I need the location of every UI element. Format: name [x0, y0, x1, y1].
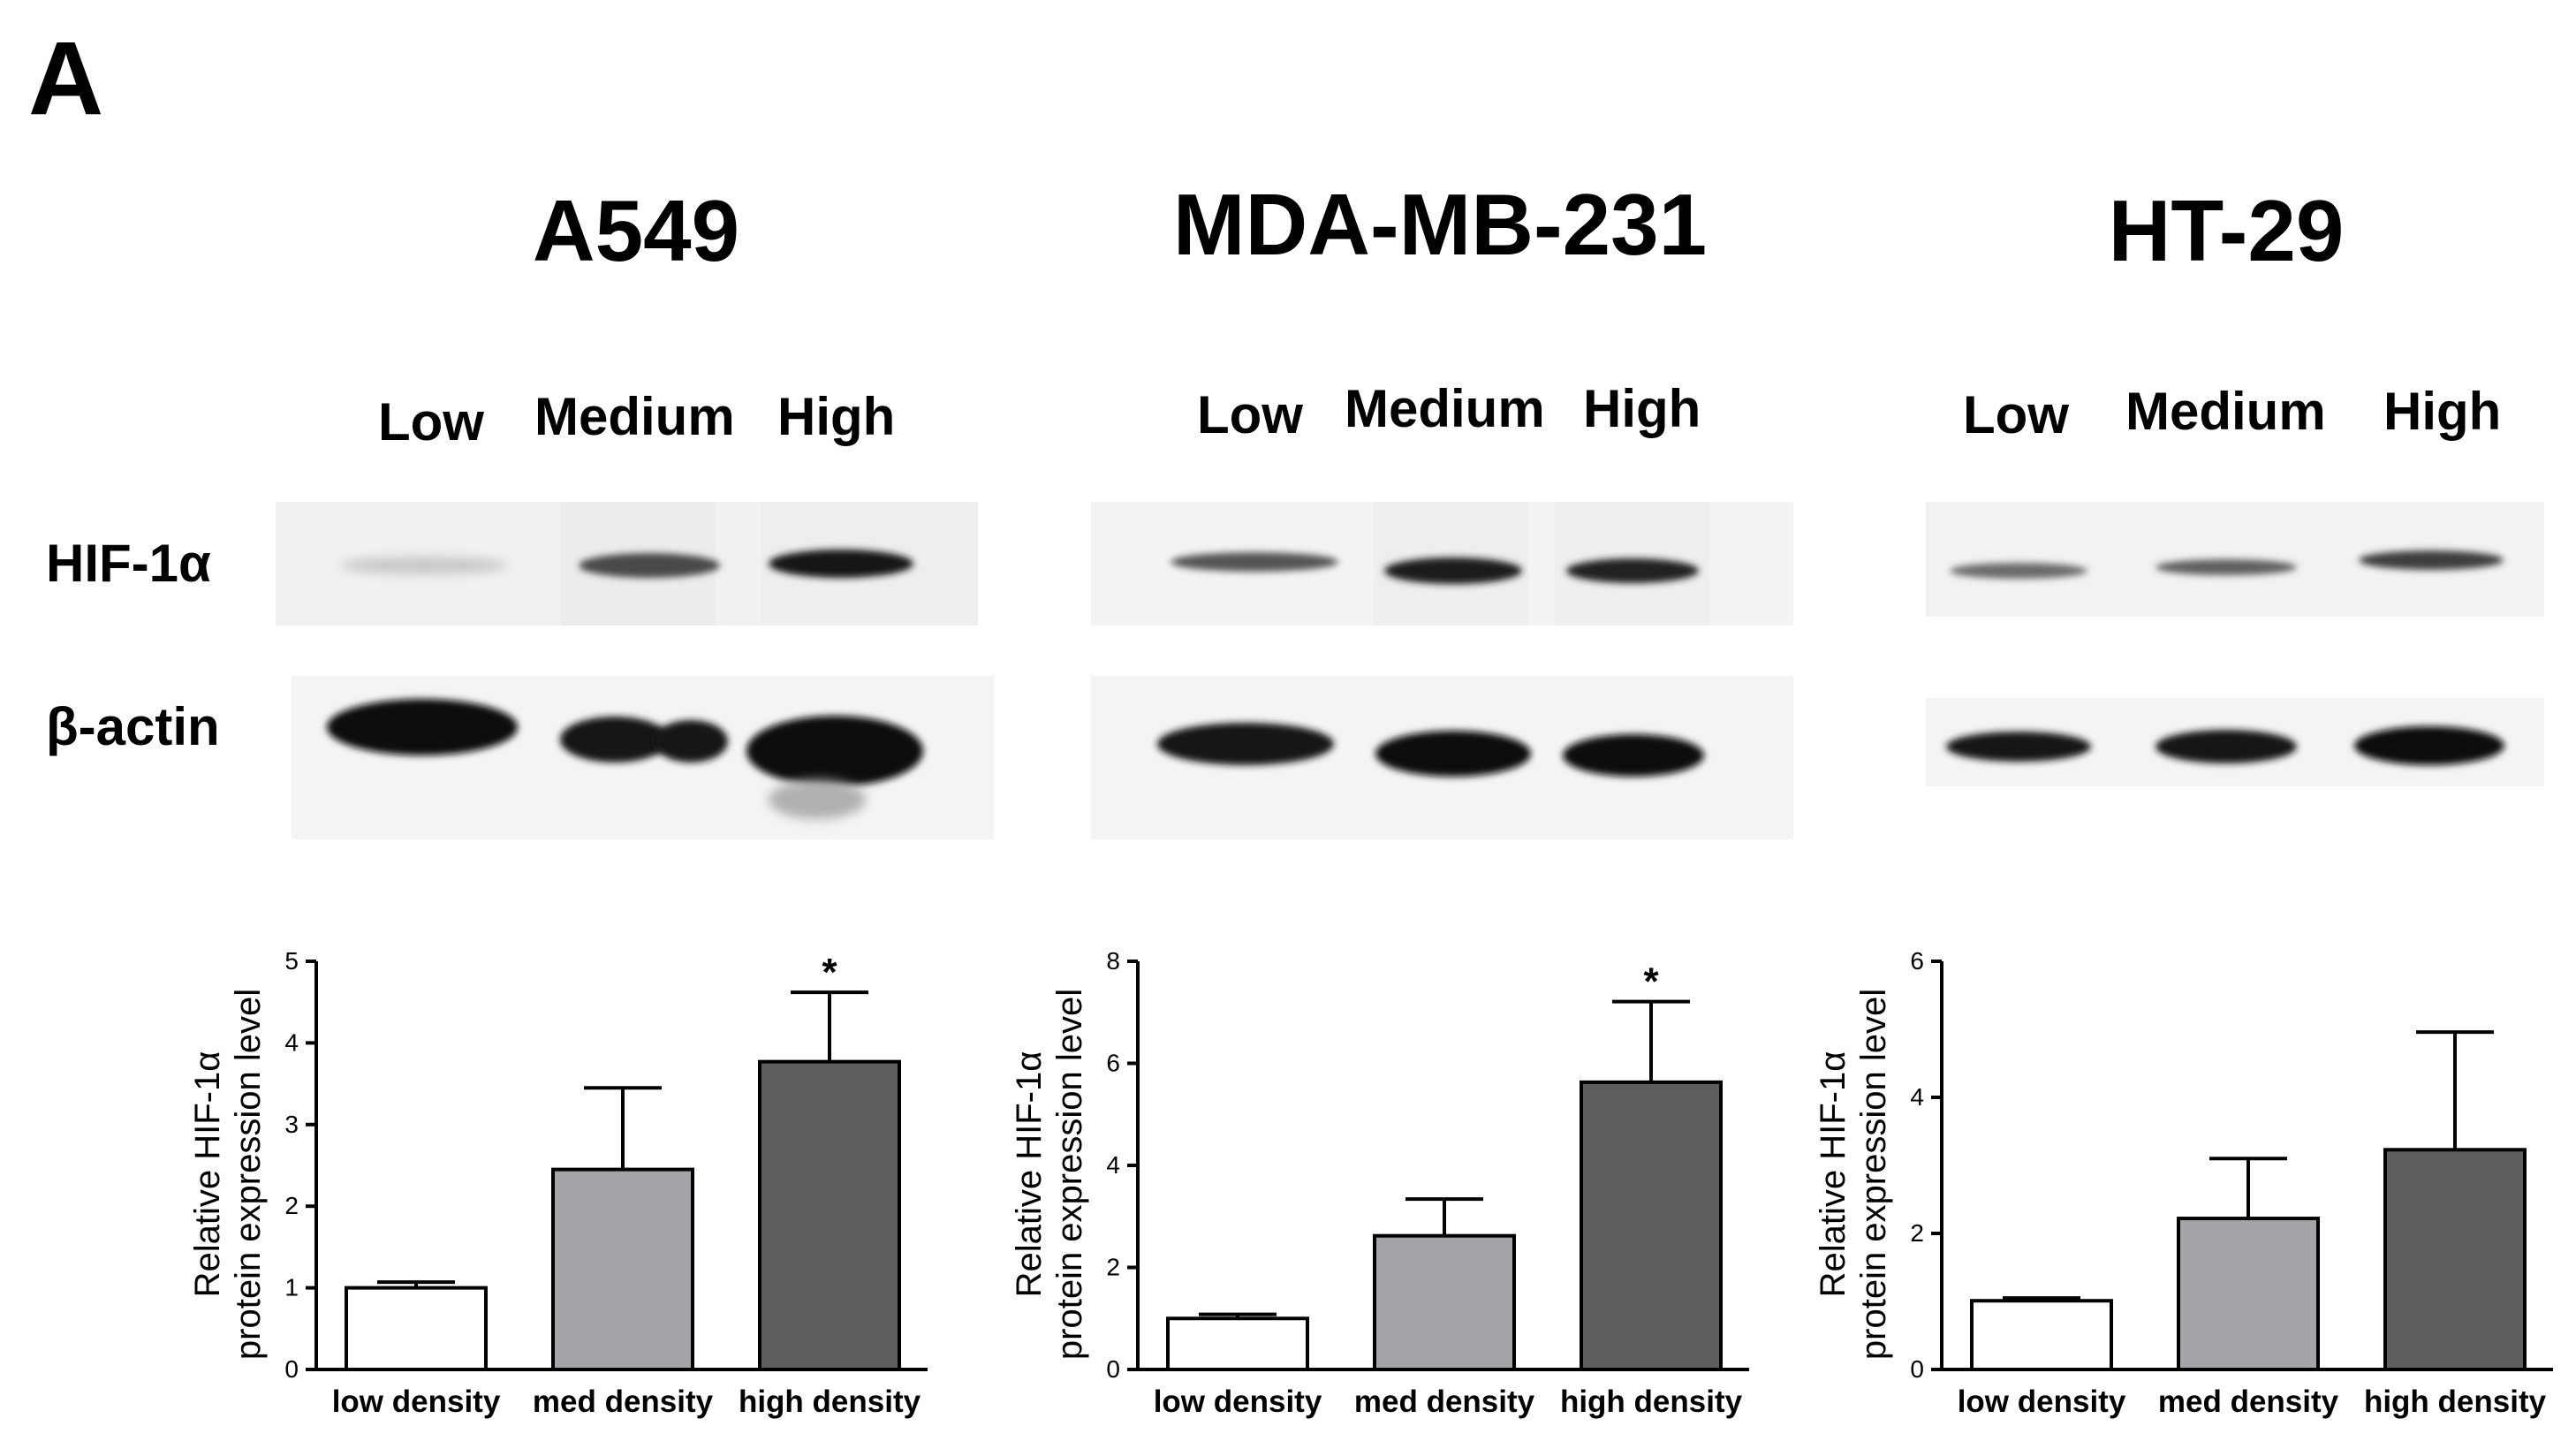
bar-chart-a549: 0 1 2 3 4 5 Relative HIF-1α protein expression … — [188, 947, 928, 1419]
blot-band — [327, 699, 518, 755]
y-axis-label: Relative HIF-1α — [1010, 1051, 1049, 1298]
y-axis-label: Relative HIF-1α — [188, 1051, 227, 1298]
lane-label-high: High — [2383, 382, 2502, 441]
blot-band — [579, 553, 720, 578]
bar — [1373, 1233, 1516, 1371]
cell-title-a549: A549 — [532, 182, 740, 279]
x-tick-label: med density — [533, 1385, 714, 1419]
bar-chart-ht-29: 0 2 4 6 Relative HIF-1α protein expression le… — [1814, 947, 2553, 1419]
blot-band — [1566, 558, 1699, 583]
blot-band — [1384, 558, 1522, 584]
blot-band — [746, 716, 923, 786]
row-label-beta-actin: β-actin — [46, 697, 220, 756]
bar — [758, 1059, 901, 1371]
row-label-hif1a: HIF-1α — [46, 534, 211, 593]
y-tick-label: 1 — [284, 1274, 299, 1301]
x-tick-label: med density — [1354, 1385, 1535, 1419]
blot-band — [2354, 726, 2504, 765]
bar — [1166, 1316, 1309, 1371]
y-axis-label: Relative HIF-1α — [1814, 1051, 1852, 1298]
y-tick-label: 4 — [284, 1028, 299, 1056]
blot-band — [1950, 563, 2087, 579]
x-tick-label: low density — [1154, 1385, 1322, 1419]
y-tick-label: 2 — [1106, 1254, 1120, 1281]
blot-band — [654, 720, 728, 762]
lane-label-medium: Medium — [1345, 379, 1545, 438]
lane-label-low: Low — [1197, 385, 1303, 444]
y-tick-label: 3 — [284, 1111, 299, 1138]
bar — [2177, 1217, 2320, 1371]
blot-band — [1946, 732, 2091, 762]
bar — [2383, 1148, 2527, 1372]
significance-marker: * — [822, 951, 837, 994]
y-tick-label: 4 — [1910, 1083, 1924, 1111]
y-tick-label: 6 — [1910, 947, 1924, 975]
y-tick-label: 6 — [1106, 1050, 1120, 1077]
x-tick-label: high density — [739, 1385, 921, 1419]
bar — [1580, 1080, 1723, 1371]
y-tick-label: 5 — [284, 947, 299, 975]
x-tick-label: low density — [332, 1385, 501, 1419]
lane-label-low: Low — [378, 392, 484, 451]
lane-label-medium: Medium — [2125, 382, 2326, 441]
significance-marker: * — [1643, 960, 1659, 1004]
x-tick-label: med density — [2158, 1385, 2339, 1419]
blot-band — [1563, 734, 1704, 777]
western-blot-images — [276, 502, 2544, 839]
bar — [345, 1286, 488, 1372]
y-tick-label: 4 — [1106, 1151, 1120, 1179]
blot-band — [2156, 559, 2297, 575]
blot-band — [2359, 550, 2504, 570]
panel-label: A — [28, 20, 104, 137]
y-tick-label: 0 — [1910, 1355, 1924, 1383]
lane-label-low: Low — [1963, 385, 2069, 444]
blot-band — [769, 780, 866, 819]
blot-band — [1171, 552, 1338, 572]
lane-label-high: High — [777, 387, 896, 446]
cell-title-mda-mb-231: MDA-MB-231 — [1172, 176, 1708, 273]
y-axis-label: protein expression level — [1050, 989, 1089, 1360]
cell-title-ht-29: HT-29 — [2108, 182, 2345, 279]
bar — [551, 1167, 694, 1371]
blot-band — [2156, 730, 2297, 763]
x-tick-label: high density — [2364, 1385, 2547, 1419]
blot-band — [340, 557, 508, 574]
x-tick-label: high density — [1560, 1385, 1743, 1419]
y-tick-label: 2 — [1910, 1219, 1924, 1247]
y-tick-label: 0 — [284, 1355, 299, 1383]
lane-label-medium: Medium — [534, 387, 735, 446]
bar-chart-mda-mb-231: 0 2 4 6 8 Relative HIF-1α protein expression l… — [1010, 947, 1749, 1419]
blot-band — [1375, 731, 1531, 777]
y-axis-label: protein expression level — [1854, 989, 1893, 1360]
lane-label-high: High — [1583, 379, 1701, 438]
y-tick-label: 0 — [1106, 1355, 1120, 1383]
y-tick-label: 8 — [1106, 947, 1120, 975]
y-tick-label: 2 — [284, 1192, 299, 1219]
bar — [1970, 1299, 2113, 1372]
y-axis-label: protein expression level — [229, 989, 268, 1360]
x-tick-label: low density — [1958, 1385, 2126, 1419]
blot-band — [560, 717, 670, 762]
blot-band — [1157, 723, 1334, 765]
blot-band — [769, 550, 913, 578]
